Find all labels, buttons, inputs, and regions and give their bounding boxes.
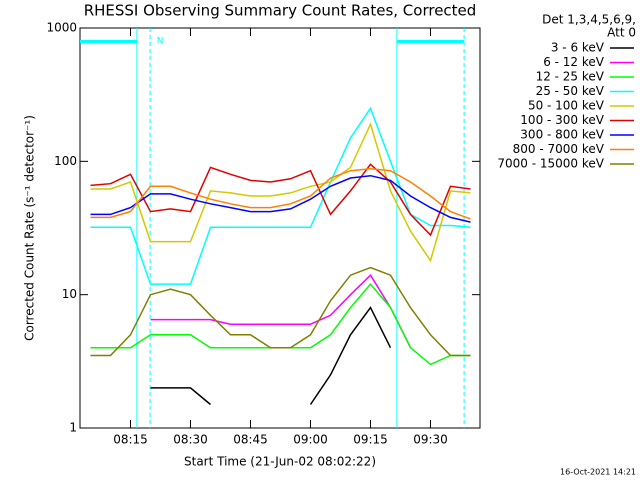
- night-bar: [80, 40, 137, 43]
- footer: 16-Oct-2021 14:21: [560, 468, 636, 477]
- legend-label: 6 - 12 keV: [543, 55, 605, 69]
- series-line: [90, 174, 471, 223]
- x-tick-label: 09:30: [413, 433, 448, 447]
- legend-label: 300 - 800 keV: [520, 128, 604, 142]
- x-tick-label: 08:45: [233, 433, 268, 447]
- y-tick-label: 100: [54, 154, 77, 168]
- series-line: [90, 266, 471, 357]
- chart-title: RHESSI Observing Summary Count Rates, Co…: [84, 2, 477, 20]
- x-tick-label: 09:00: [293, 433, 328, 447]
- series-line: [90, 106, 471, 285]
- y-tick-label: 1000: [46, 21, 77, 35]
- y-tick-label: 10: [62, 287, 77, 301]
- legend-label: 25 - 50 keV: [536, 84, 605, 98]
- legend-label: 100 - 300 keV: [520, 113, 604, 127]
- x-tick-label: 08:30: [173, 433, 208, 447]
- legend-label: 7000 - 15000 keV: [497, 157, 604, 171]
- series-line: [90, 167, 471, 220]
- y-tick-label: 1: [69, 421, 77, 435]
- legend-label: 3 - 6 keV: [551, 41, 605, 55]
- plot-frame: [79, 27, 481, 429]
- series-line: [150, 274, 412, 349]
- series-line: [90, 122, 471, 263]
- night-bar: [396, 40, 465, 43]
- x-axis-label: Start Time (21-Jun-02 08:02:22): [184, 455, 376, 469]
- annotation: N: [157, 37, 164, 47]
- series-line: [90, 163, 471, 237]
- x-tick-label: 09:15: [353, 433, 388, 447]
- series-line: [150, 306, 392, 406]
- legend-title: Det 1,3,4,5,6,9,: [542, 13, 636, 27]
- x-tick-label: 08:15: [113, 433, 148, 447]
- legend-label: 800 - 7000 keV: [513, 142, 605, 156]
- legend-label: 50 - 100 keV: [528, 99, 605, 113]
- legend-title: Att 0: [607, 26, 636, 40]
- legend-label: 12 - 25 keV: [536, 70, 605, 84]
- y-axis-label: Corrected Count Rate (s⁻¹ detector⁻¹): [23, 115, 37, 341]
